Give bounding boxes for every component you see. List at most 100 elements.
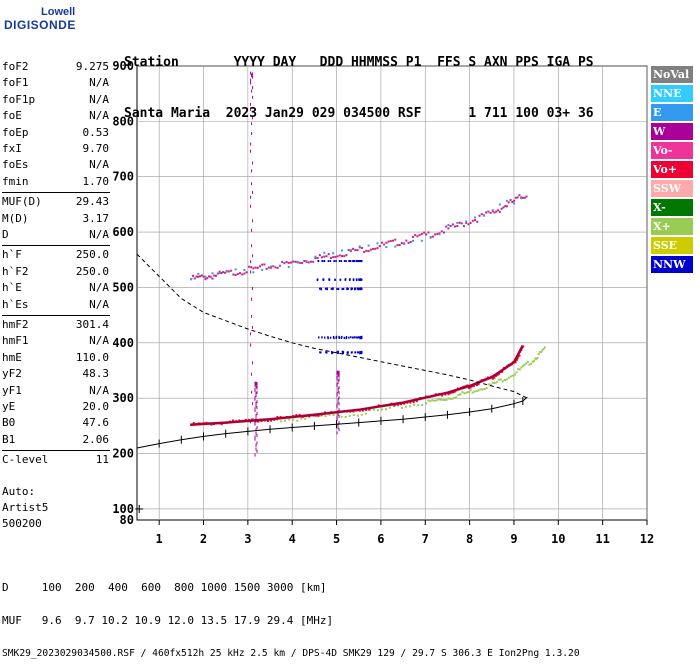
echo-point-upper <box>495 210 498 213</box>
echo-point-nnw <box>324 287 327 290</box>
echo-point-upper <box>254 266 257 269</box>
echo-streak <box>250 107 252 111</box>
echo-point-o <box>365 408 368 411</box>
echo-point-x <box>340 415 343 418</box>
echo-point-nnw <box>359 260 362 263</box>
echo-point-x <box>376 409 379 412</box>
echo-point-o <box>441 394 444 397</box>
param-name: hmF1 <box>2 334 29 348</box>
param-row: h`F2 250.0 <box>2 264 109 280</box>
echo-point-x <box>525 362 528 365</box>
echo-point-x <box>457 393 460 396</box>
echo-point-upper <box>487 210 490 213</box>
echo-point-upper <box>207 275 210 278</box>
echo-streak <box>250 260 252 264</box>
param-name: fxI <box>2 142 22 155</box>
echo-point-upper <box>474 219 477 222</box>
param-name: fmin <box>2 174 29 188</box>
echo-point-upper-e <box>474 216 477 219</box>
footer-muf-line: MUF 9.6 9.7 10.2 10.9 12.0 13.5 17.9 29.… <box>2 614 334 627</box>
echo-point-x <box>491 381 494 384</box>
echo-point-x <box>360 413 363 416</box>
profile-curve <box>136 253 527 399</box>
echo-point-o <box>266 420 269 423</box>
echo-point-upper <box>431 235 434 238</box>
echo-streak <box>252 325 254 329</box>
param-row: hmE 110.0 <box>2 350 109 366</box>
echo-point-upper <box>222 271 225 274</box>
echo-point-upper-e <box>261 268 264 271</box>
echo-streak <box>254 407 256 411</box>
param-name: foE <box>2 109 22 123</box>
echo-point-x <box>501 380 504 383</box>
echo-point-o <box>469 386 472 389</box>
echo-point-nnw <box>323 260 326 263</box>
echo-point-nnw <box>336 352 339 355</box>
echo-point-upper-e <box>225 270 228 273</box>
echo-point-upper <box>316 256 319 259</box>
echo-point-upper <box>276 266 279 269</box>
echo-point-upper <box>267 266 270 269</box>
echo-point-x <box>465 391 468 394</box>
echo-point-x <box>435 399 438 402</box>
echo-point-upper <box>200 274 203 277</box>
echo-point-nnw <box>357 288 360 291</box>
echo-point-nnw <box>326 351 328 354</box>
legend-item: SSE <box>651 237 693 254</box>
echo-point-nnw <box>325 351 327 354</box>
echo-point-nnw <box>347 287 349 290</box>
echo-point-upper <box>409 240 412 243</box>
echo-point-upper <box>498 210 501 213</box>
param-value: N/A <box>89 281 109 295</box>
echo-point-upper <box>191 274 194 277</box>
param-name: B1 <box>2 432 16 446</box>
echo-point-upper <box>389 240 392 243</box>
echo-streak <box>256 400 258 404</box>
echo-point-upper <box>325 255 328 258</box>
echo-point-upper-e <box>429 236 432 239</box>
echo-point-upper-e <box>491 209 494 212</box>
echo-point-x <box>425 402 428 405</box>
echo-point-nnw <box>331 352 333 355</box>
param-row: foF1 N/A <box>2 75 109 91</box>
echo-point-x <box>495 381 498 384</box>
echo-point-nnw <box>320 351 322 354</box>
echo-point-x <box>284 419 287 422</box>
echo-point-upper <box>298 261 301 264</box>
echo-point-upper-e <box>211 272 214 275</box>
echo-point-x <box>489 383 492 386</box>
echo-point-nnw <box>355 260 358 263</box>
echo-point-upper <box>206 277 209 280</box>
echo-point-upper <box>360 246 363 249</box>
echo-point-x <box>296 419 299 422</box>
echo-streak <box>256 426 258 430</box>
echo-point-upper <box>236 273 239 276</box>
echo-point-nnw <box>328 278 330 281</box>
echo-streak <box>251 314 253 318</box>
echo-point-upper-e <box>190 278 193 281</box>
echo-point-upper <box>434 233 437 236</box>
echo-point-upper <box>218 270 221 273</box>
echo-point-upper-e <box>323 251 326 254</box>
echo-point-x <box>429 400 432 403</box>
echo-point-upper-e <box>367 244 370 247</box>
param-row: h`F 250.0 <box>2 247 109 263</box>
echo-point-upper <box>476 220 479 223</box>
echo-streak <box>337 387 339 391</box>
echo-point-upper <box>418 233 421 236</box>
echo-point-upper <box>460 222 463 225</box>
echo-point-upper <box>367 250 370 253</box>
echo-point-x <box>479 388 482 391</box>
echo-point-x <box>511 374 514 377</box>
param-value: 3.17 <box>82 211 110 225</box>
legend-item: Vo- <box>651 142 693 159</box>
echo-point-x <box>437 398 440 401</box>
echo-point-o <box>393 404 396 407</box>
x-tick-label: 7 <box>422 532 429 546</box>
echo-point-upper <box>193 277 196 280</box>
echo-point-nnw <box>327 336 329 339</box>
echo-point-upper-e <box>218 272 221 275</box>
header-line1: Station YYYY DAY DDD HHMMSS P1 FFS S AXN… <box>124 55 594 70</box>
echo-point-nnw <box>321 336 323 339</box>
echo-point-nnw <box>327 260 330 263</box>
